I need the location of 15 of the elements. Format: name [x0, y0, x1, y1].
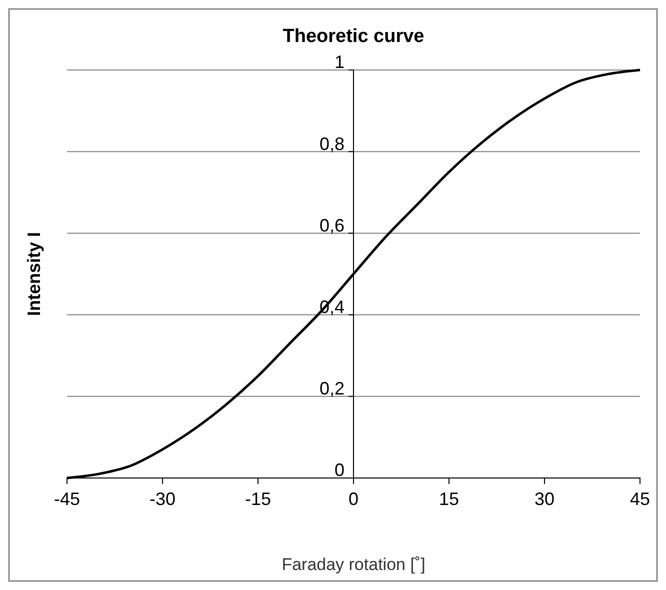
x-tick-label: 15: [438, 488, 460, 509]
x-tick-label: 30: [534, 488, 555, 509]
y-tick-label: 0,2: [319, 378, 344, 399]
y-tick-label: 0,8: [319, 134, 344, 154]
y-tick-label: 1: [334, 52, 344, 72]
x-tick-label: 0: [348, 488, 359, 509]
x-tick-label: -45: [54, 488, 80, 509]
x-tick-label: -15: [244, 488, 272, 509]
x-tick-label: 45: [630, 488, 650, 509]
y-tick-label: 0: [334, 460, 344, 480]
y-tick-label: 0,6: [319, 215, 344, 236]
y-axis-title: Intensity I: [24, 232, 44, 316]
x-tick-label: -30: [149, 488, 176, 509]
x-axis-title: Faraday rotation [˚]: [282, 555, 426, 574]
chart-title: Theoretic curve: [282, 26, 424, 47]
